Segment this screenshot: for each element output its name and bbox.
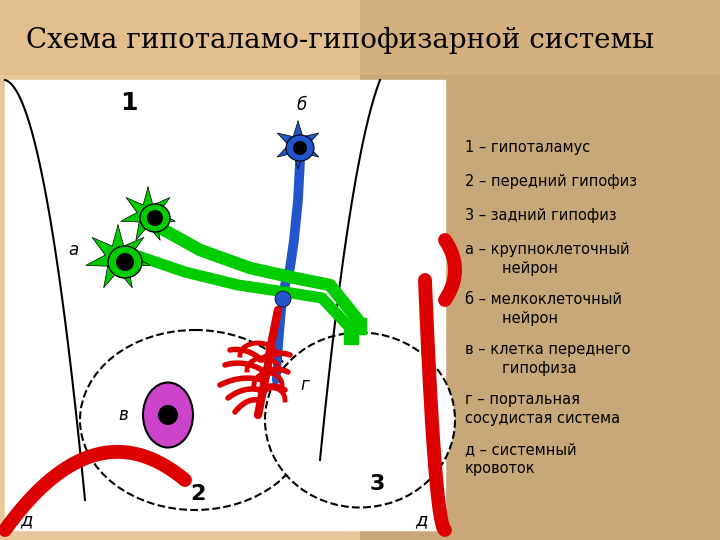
Polygon shape <box>86 225 150 288</box>
Ellipse shape <box>143 382 193 448</box>
Polygon shape <box>121 187 175 240</box>
Circle shape <box>158 405 178 425</box>
Polygon shape <box>277 121 319 169</box>
Text: б: б <box>296 96 306 114</box>
Circle shape <box>293 141 307 155</box>
Text: 2 – передний гипофиз: 2 – передний гипофиз <box>465 174 637 189</box>
Ellipse shape <box>140 204 170 232</box>
Text: г: г <box>300 376 309 394</box>
Text: а: а <box>68 241 78 259</box>
Text: Схема гипоталамо-гипофизарной системы: Схема гипоталамо-гипофизарной системы <box>26 26 654 53</box>
Text: г – портальная
сосудистая система: г – портальная сосудистая система <box>465 392 620 426</box>
Text: в: в <box>118 406 127 424</box>
Ellipse shape <box>286 135 314 161</box>
Bar <box>360 0 720 540</box>
Circle shape <box>275 291 291 307</box>
Text: 1: 1 <box>120 91 138 115</box>
Ellipse shape <box>108 246 142 278</box>
Bar <box>0 0 720 75</box>
Text: 3: 3 <box>370 474 385 494</box>
Circle shape <box>147 210 163 226</box>
Text: б – мелкоклеточный
        нейрон: б – мелкоклеточный нейрон <box>465 292 622 326</box>
Bar <box>344 330 358 344</box>
Text: д – системный
кровоток: д – системный кровоток <box>465 442 577 476</box>
Text: 2: 2 <box>190 484 205 504</box>
Text: 1 – гипоталамус: 1 – гипоталамус <box>465 140 590 155</box>
Text: 3 – задний гипофиз: 3 – задний гипофиз <box>465 208 616 223</box>
Ellipse shape <box>265 333 455 508</box>
Text: д: д <box>415 511 428 529</box>
Circle shape <box>116 253 134 271</box>
Bar <box>5 80 445 530</box>
Text: в – клетка переднего
        гипофиза: в – клетка переднего гипофиза <box>465 342 631 376</box>
Ellipse shape <box>80 330 310 510</box>
Text: а – крупноклеточный
        нейрон: а – крупноклеточный нейрон <box>465 242 629 275</box>
Text: д: д <box>20 511 32 529</box>
Bar <box>350 318 366 334</box>
